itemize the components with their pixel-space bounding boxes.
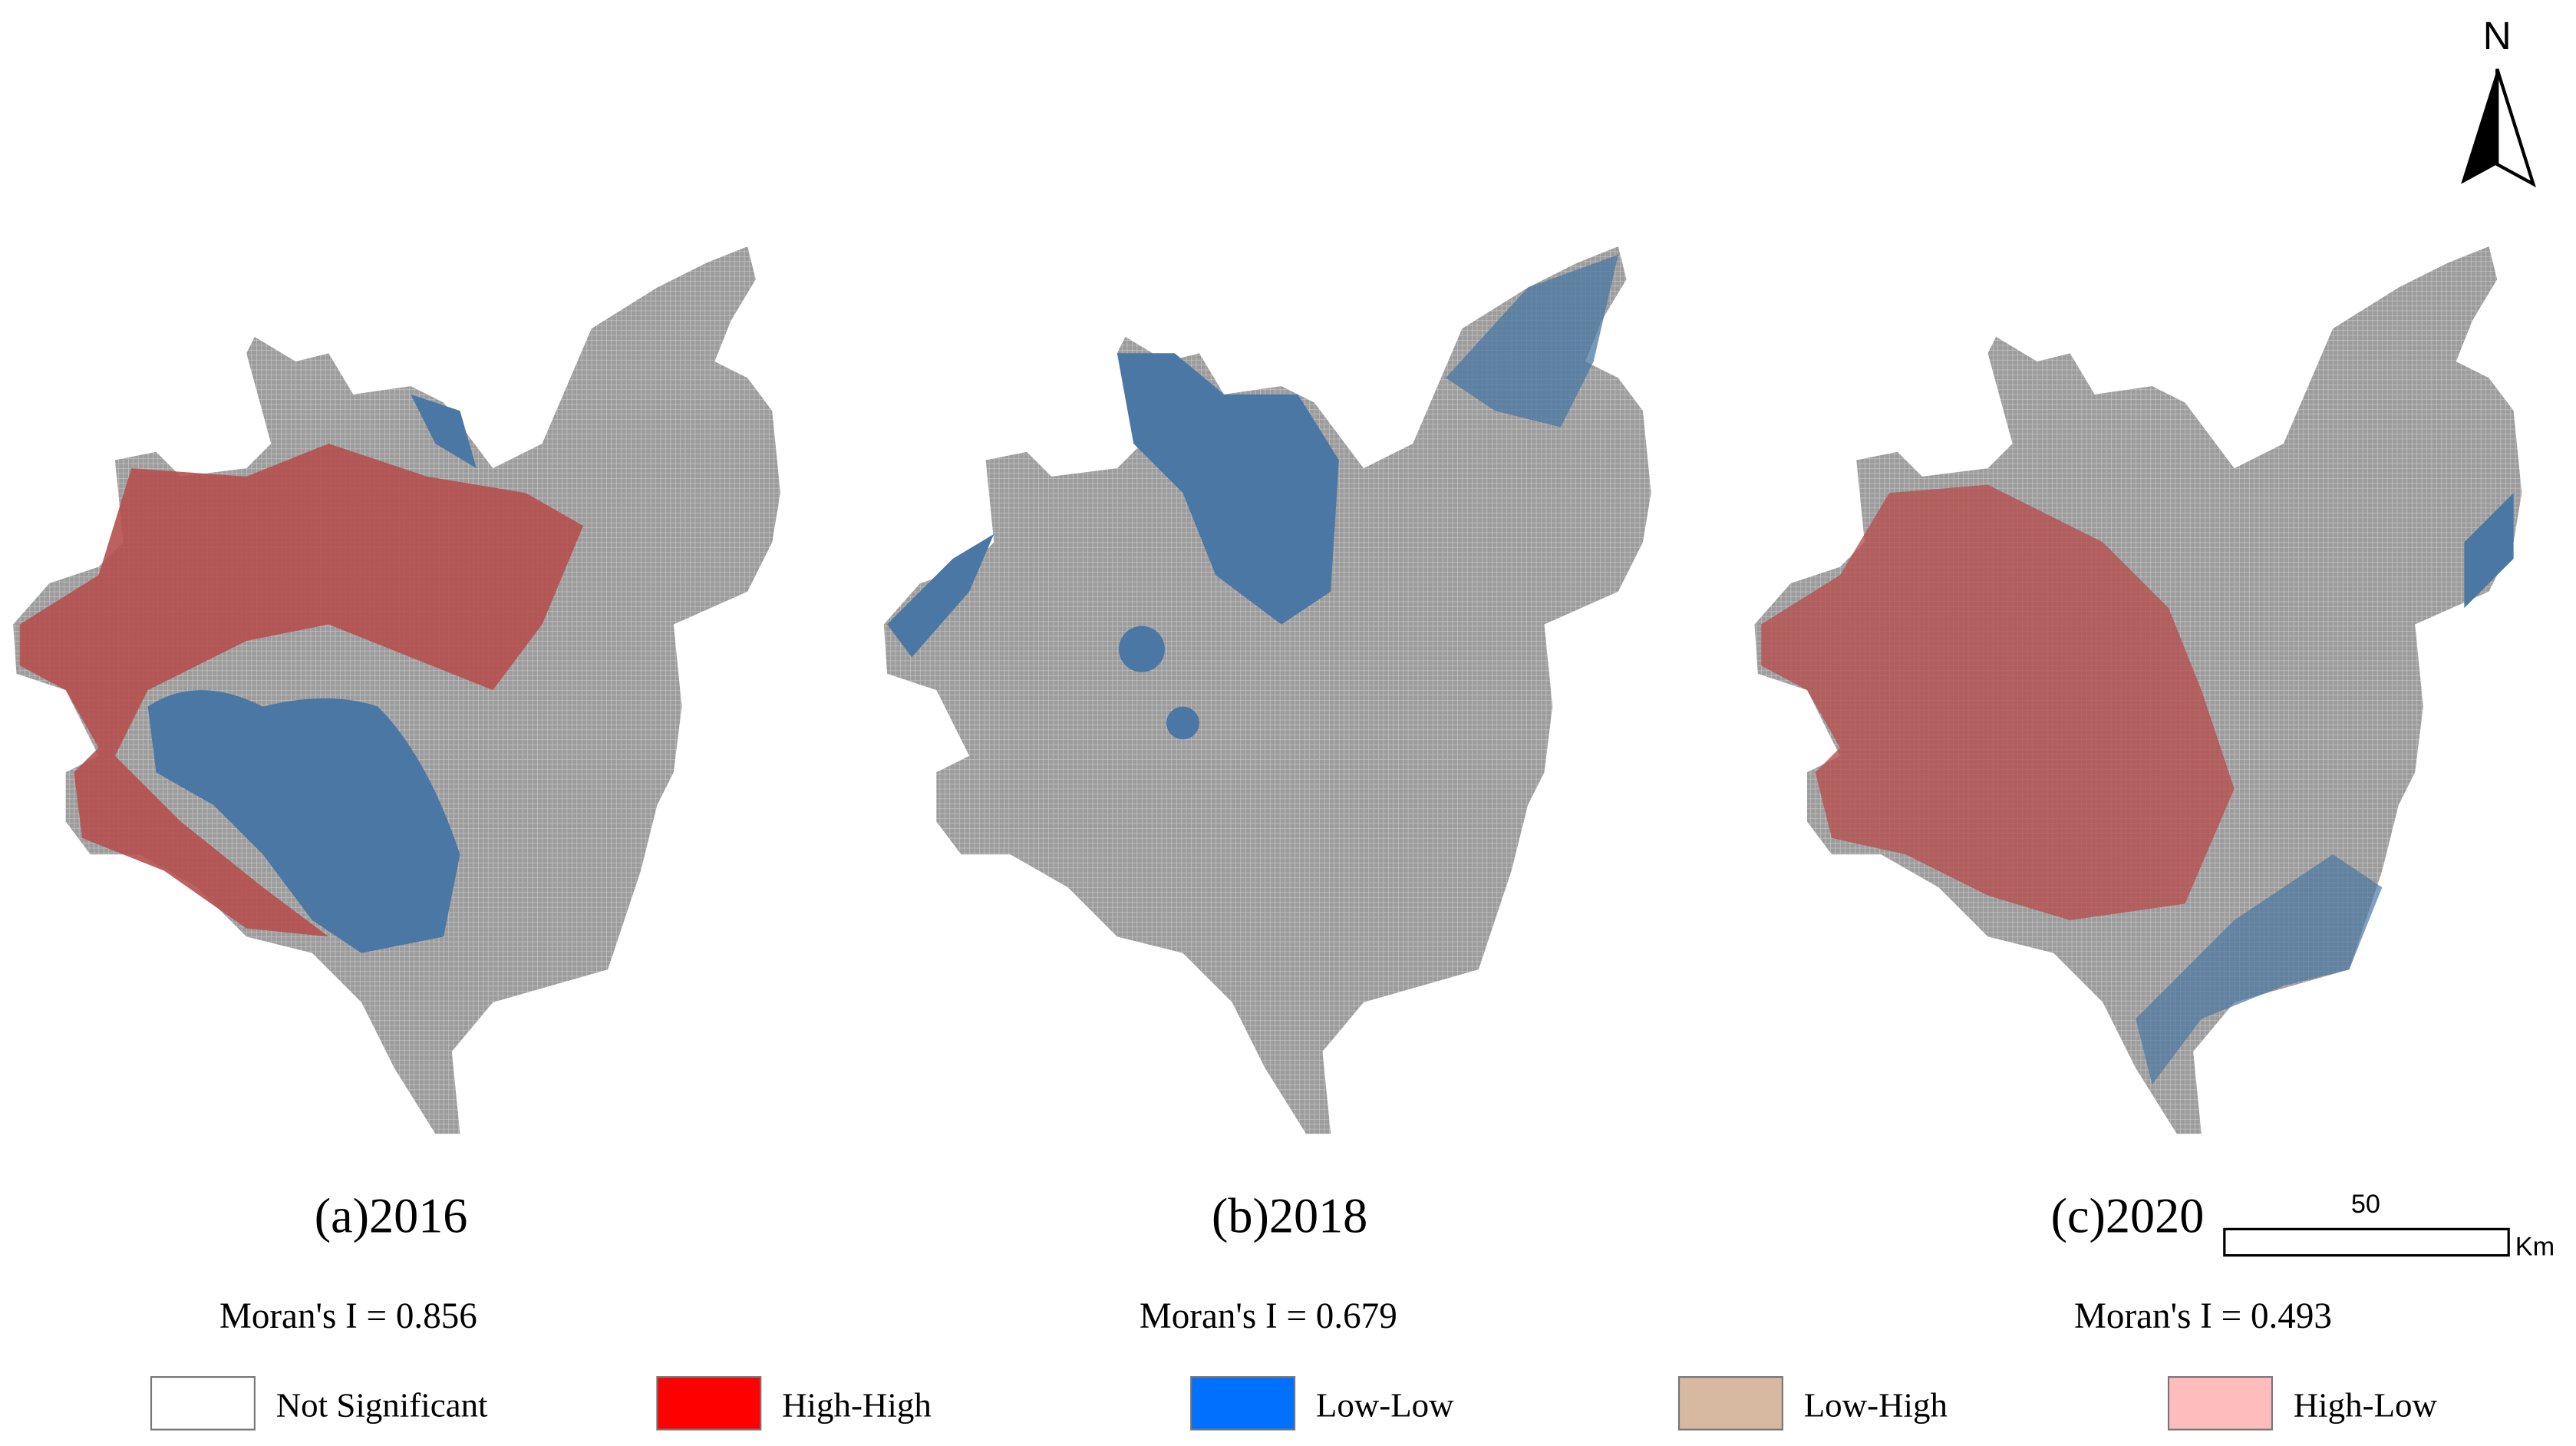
legend-label: Low-Low <box>1316 1385 1454 1424</box>
legend-swatch <box>1190 1376 1296 1431</box>
panel-label: (a)2016 <box>315 1189 468 1243</box>
panel-label: (b)2018 <box>1212 1189 1367 1243</box>
legend-swatch <box>656 1376 762 1431</box>
moran-i: Moran's I = 0.856 <box>219 1296 477 1336</box>
legend-swatch <box>2167 1376 2273 1431</box>
legend-swatch <box>150 1376 256 1431</box>
moran-i: Moran's I = 0.679 <box>1140 1296 1397 1336</box>
legend-label: High-Low <box>2294 1385 2438 1424</box>
map-c <box>1754 246 2522 1134</box>
scale-bar: 50 Km <box>2223 1190 2555 1262</box>
legend-swatch <box>1677 1376 1783 1431</box>
moran-i: Moran's I = 0.493 <box>2074 1296 2332 1336</box>
map-a <box>13 246 780 1134</box>
legend-label: High-High <box>782 1385 932 1424</box>
north-label: N <box>2483 13 2512 58</box>
legend-label: Low-High <box>1804 1385 1948 1424</box>
panel-label: (c)2020 <box>2051 1189 2205 1243</box>
map-b <box>883 246 1651 1134</box>
north-arrow: N <box>2461 13 2536 188</box>
legend: Not Significant High-High Low-Low Low-High H… <box>150 1376 2438 1431</box>
panel-labels: (a)2016 (b)2018 (c)2020 Moran's I = 0.85… <box>219 1189 2332 1336</box>
scale-label: 50 <box>2351 1190 2380 1219</box>
scale-unit: Km <box>2515 1233 2555 1262</box>
legend-label: Not Significant <box>276 1385 488 1424</box>
